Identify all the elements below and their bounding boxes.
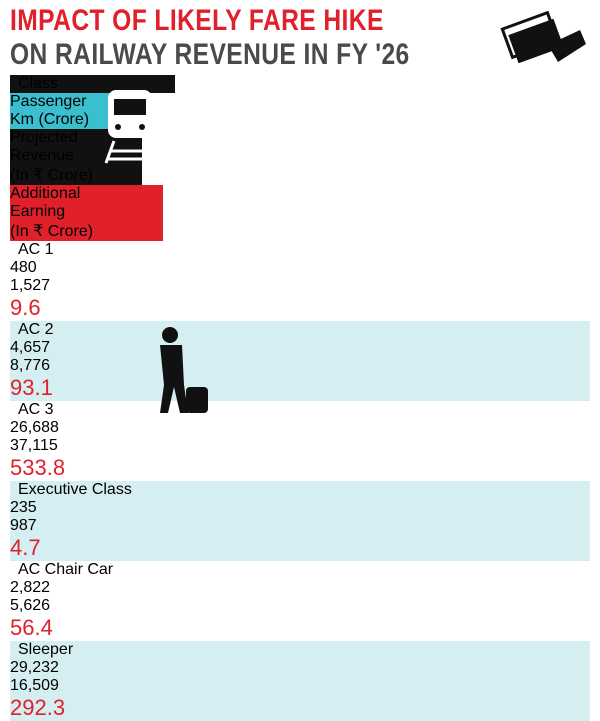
header-cell: Class [10, 75, 175, 93]
header-text: Additional [10, 185, 81, 202]
cell: AC 2 [18, 321, 54, 338]
table: Class Passenger Km (Crore) Projected Revenue… [10, 75, 590, 721]
header-text: Km (Crore) [10, 111, 90, 128]
title: IMPACT OF LIKELY FARE HIKE [10, 4, 384, 37]
header-cell: Projected Revenue (In ₹ Crore) [10, 129, 142, 185]
cell: 292.3 [10, 695, 66, 720]
cell: 235 [10, 499, 37, 516]
header-text: (In ₹ Crore) [10, 223, 94, 240]
table-row: Executive Class 235 987 4.7 [10, 481, 590, 561]
header-text: Earning [10, 203, 66, 220]
cell: 4.7 [10, 535, 41, 560]
cell: AC 1 [18, 241, 54, 258]
table-row: AC 1 480 1,527 9.6 [10, 241, 590, 321]
table-row: AC 2 4,657 8,776 93.1 [10, 321, 590, 401]
header-cell: Additional Earning (In ₹ Crore) [10, 185, 163, 241]
header-text: Class [18, 75, 59, 92]
traveler-icon [160, 327, 208, 413]
cell: 37,115 [10, 437, 58, 454]
cell: 5,626 [10, 597, 51, 614]
cell: 4,657 [10, 339, 51, 356]
cell: 987 [10, 517, 37, 534]
train-icon [104, 90, 156, 164]
cell: 29,232 [10, 659, 59, 676]
money-icon [500, 10, 586, 64]
cell: Sleeper [18, 641, 74, 658]
cell: 9.6 [10, 295, 41, 320]
cell: 480 [10, 259, 37, 276]
cell: 56.4 [10, 615, 53, 640]
header-text: Passenger [10, 93, 87, 110]
table-row: AC 3 26,688 37,115 533.8 [10, 401, 590, 481]
header-text: (In ₹ Crore) [10, 167, 94, 184]
cell: 26,688 [10, 419, 59, 436]
cell: 8,776 [10, 357, 51, 374]
cell: 16,509 [10, 677, 59, 694]
table-row: AC Chair Car 2,822 5,626 56.4 [10, 561, 590, 641]
cell: AC Chair Car [18, 561, 114, 578]
cell: 533.8 [10, 455, 66, 480]
cell: 93.1 [10, 375, 53, 400]
table-row: Sleeper 29,232 16,509 292.3 [10, 641, 590, 721]
title: ON RAILWAY REVENUE IN FY '26 [10, 38, 410, 71]
page: IMPACT OF LIKELY FARE HIKE ON RAILWAY RE… [10, 4, 590, 721]
cell: 2,822 [10, 579, 51, 596]
header-text: Revenue [10, 147, 75, 164]
header-text: Projected [10, 129, 78, 146]
cell: Executive Class [18, 481, 132, 498]
cell: 1,527 [10, 277, 51, 294]
